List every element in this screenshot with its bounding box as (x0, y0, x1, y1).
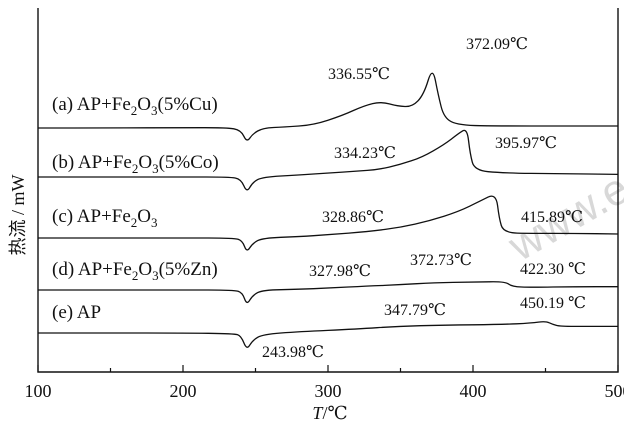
x-tick-label-200: 200 (170, 381, 197, 401)
axes-layer: 100 200 300 400 500 T/℃ 热流 / mW (8, 8, 624, 423)
peak-label-a-1: 372.09℃ (466, 36, 528, 53)
x-tick-label-500: 500 (605, 381, 624, 401)
series-b-label: (b) AP+Fe2O3(5%Co) (52, 152, 219, 176)
peak-label-e-1: 347.79℃ (384, 302, 446, 319)
series-b-line (37, 129, 619, 191)
series-c-label: (c) AP+Fe2O3 (52, 206, 158, 230)
curves-layer (37, 72, 619, 348)
series-d-label: (d) AP+Fe2O3(5%Zn) (52, 259, 218, 283)
peak-label-e-2: 450.19 ℃ (520, 295, 586, 312)
peak-label-c-0: 328.86℃ (322, 209, 384, 226)
x-axis-label: T/℃ (312, 403, 347, 423)
peak-label-e-0: 243.98℃ (262, 344, 324, 361)
x-tick-label-100: 100 (25, 381, 52, 401)
peak-label-d-0: 327.98℃ (309, 263, 371, 280)
peak-label-d-2: 422.30 ℃ (520, 261, 586, 278)
peak-label-b-1: 395.97℃ (495, 135, 557, 152)
series-a-label: (a) AP+Fe2O3(5%Cu) (52, 94, 218, 118)
y-axis-label: 热流 / mW (8, 174, 28, 255)
peak-label-c-1: 415.89℃ (521, 209, 583, 226)
series-a-line (37, 72, 618, 141)
peak-label-b-0: 334.23℃ (334, 145, 396, 162)
x-tick-label-400: 400 (460, 381, 487, 401)
series-c-line (37, 195, 619, 251)
x-tick-label-300: 300 (315, 381, 342, 401)
series-d-line (38, 281, 618, 304)
series-e-label: (e) AP (52, 302, 101, 323)
labels-layer: (a) AP+Fe2O3(5%Cu) 336.55℃ 372.09℃ (b) AP+F… (52, 36, 586, 361)
axis-frame (37, 8, 619, 373)
series-e-line (37, 321, 618, 348)
peak-label-d-1: 372.73℃ (410, 252, 472, 269)
peak-label-a-0: 336.55℃ (328, 66, 390, 83)
